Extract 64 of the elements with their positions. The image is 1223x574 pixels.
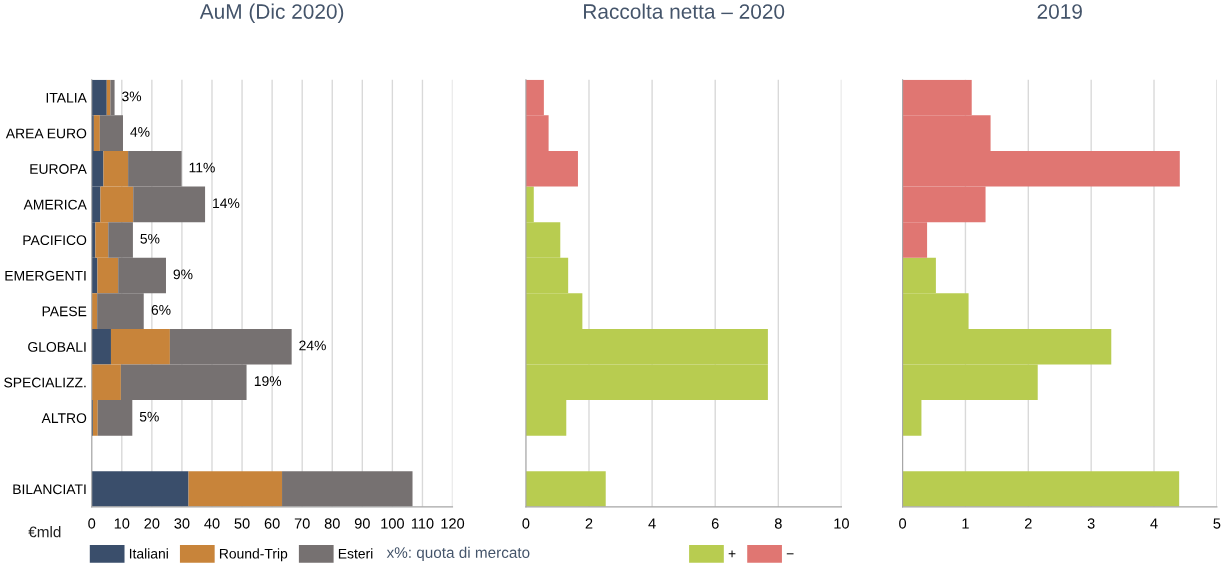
annotation: 19% [254,376,282,387]
y-tick-label: EUROPA [30,164,87,174]
x-tick-label: 4 [648,518,656,529]
y-tick-label: ITALIA [46,93,87,103]
legend-label: Esteri [338,548,373,559]
x-tick-label: 6 [711,518,719,529]
x-tick-label: 1 [962,518,969,529]
legend-label: + [728,550,736,558]
chart-title: Raccolta netta – 2020 [584,3,785,19]
annotation: 11% [189,162,215,173]
bar [525,471,606,507]
y-tick-label: EMERGENTI [5,270,86,281]
bar [282,471,413,507]
legend-label: Italiani [129,548,168,559]
x-tick-label: 40 [204,518,220,529]
x-tick-label: 8 [774,518,782,529]
y-tick-label: BILANCIATI [13,484,86,495]
x-tick-label: 0 [522,518,530,529]
x-tick-label: 2 [1024,518,1032,529]
bar [902,471,1180,507]
annotation: 24% [299,340,326,351]
text: x%: quota di mercato [386,546,530,562]
annotation: 5% [140,233,160,244]
bar [91,293,98,329]
legend-label: Round-Trip [219,548,288,562]
bar [91,471,189,507]
x-tick-label: 50 [234,518,250,529]
chart-title: 2019 [1037,4,1082,19]
y-tick-label: PAESE [42,306,87,317]
y-tick-label: AREA EURO [5,128,87,139]
x-tick-label: 100 [381,518,404,529]
x-tick-label: 10 [834,518,849,529]
bar [93,115,100,151]
x-tick-label: 0 [88,518,96,529]
x-tick-label: 20 [144,518,160,529]
x-tick-label: 60 [264,518,280,529]
y-tick-label: AMERICA [23,199,87,210]
annotation: 3% [122,91,142,102]
x-tick-label: 10 [114,518,130,529]
x-tick-label: 120 [441,518,465,529]
legend-label: − [786,553,794,555]
y-tick-label: GLOBALI [28,342,86,352]
chart-title: AuM (Dic 2020) [199,3,344,23]
x-tick-label: 80 [324,518,340,529]
annotation: 4% [130,127,150,137]
x-tick-label: 4 [1150,518,1158,529]
annotation: 14% [213,198,240,209]
bar [91,328,111,365]
y-tick-label: SPECIALIZZ. [4,377,86,388]
y-tick-label: ALTRO [41,413,87,424]
x-tick-label: 5 [1213,518,1221,529]
annotation: 9% [173,269,193,280]
x-tick-label: 30 [174,518,190,529]
y-tick-label: PACIFICO [23,235,87,246]
x-tick-label: 70 [294,518,310,529]
x-tick-label: 110 [411,518,434,529]
x-tick-label: 2 [585,518,593,529]
x-tick-label: 90 [354,518,370,529]
annotation: 5% [139,411,159,422]
x-axis-title: €mld [28,526,61,538]
x-tick-label: 3 [1087,518,1095,529]
bar [188,471,283,507]
annotation: 6% [151,305,171,315]
x-tick-label: 0 [899,518,907,529]
